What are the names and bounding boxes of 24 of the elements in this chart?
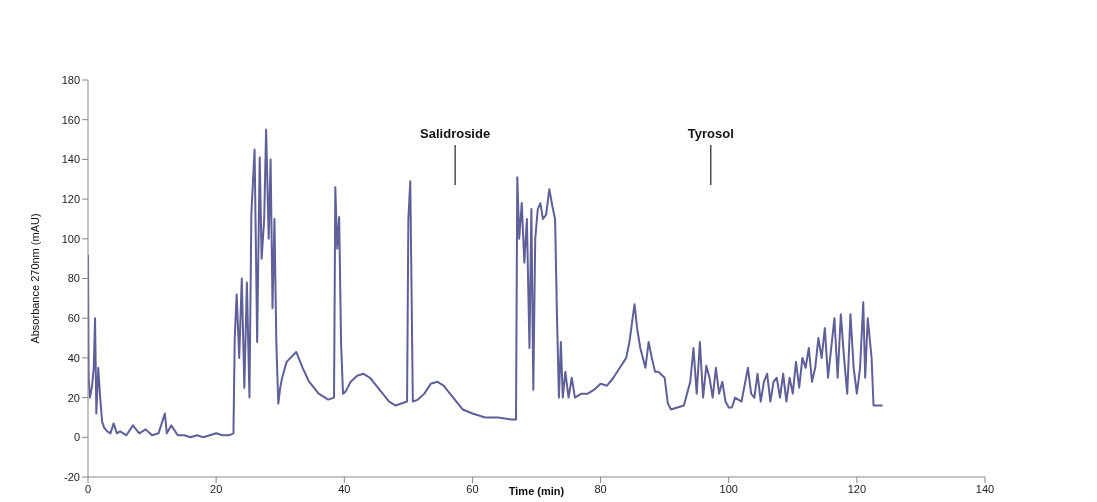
y-tick-label: 40 xyxy=(67,351,80,364)
x-tick-label: 20 xyxy=(210,482,223,495)
y-tick-label: 120 xyxy=(61,193,80,206)
y-axis-title: Absorbance 270nm (mAU) xyxy=(28,213,41,344)
x-tick-label: 80 xyxy=(594,482,607,495)
x-tick-label: 120 xyxy=(847,482,867,495)
line-series xyxy=(88,128,884,439)
x-tick-label: 40 xyxy=(338,482,351,495)
y-tick-label: -20 xyxy=(64,470,80,483)
y-tick-label: 60 xyxy=(67,312,80,325)
x-tick-label: 0 xyxy=(84,482,92,495)
x-tick-label: 100 xyxy=(719,482,738,495)
x-axis-title: Time (min) xyxy=(508,485,565,497)
x-tick-label: 60 xyxy=(466,482,479,495)
y-tick-label: 80 xyxy=(67,272,80,285)
y-tick-label: 100 xyxy=(61,232,80,245)
ref-line-label: Tyrosol xyxy=(687,126,734,141)
x-tick-label: 140 xyxy=(975,482,995,495)
ref-line-label: Salidroside xyxy=(420,126,491,141)
y-tick-label: 140 xyxy=(61,153,80,166)
y-tick-label: 0 xyxy=(73,431,80,444)
y-tick-label: 160 xyxy=(61,113,80,126)
y-tick-label: 180 xyxy=(61,73,80,86)
y-tick-label: 20 xyxy=(67,391,80,404)
